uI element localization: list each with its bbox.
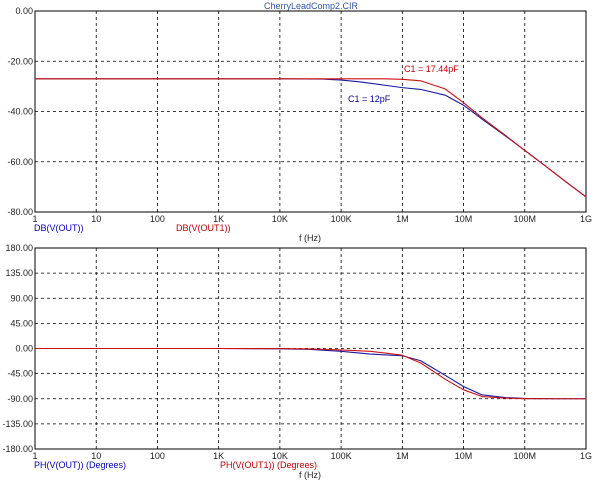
phase-x-tick-label: 100K xyxy=(331,451,352,461)
magnitude-x-tick-label: 1G xyxy=(580,214,592,224)
phase-x-tick-labels: 1 10 100 1K 10K 100K 1M 10M 100M 1G xyxy=(32,451,592,461)
phase-x-axis-label: f (Hz) xyxy=(299,470,321,480)
magnitude-x-tick-label: 100K xyxy=(331,214,352,224)
phase-y-tick-label: 90.00 xyxy=(10,293,33,303)
phase-x-tick-label: 1 xyxy=(32,451,37,461)
magnitude-y-tick-label: 0.00 xyxy=(15,6,33,16)
magnitude-x-tick-label: 1K xyxy=(213,214,224,224)
magnitude-x-tick-label: 10K xyxy=(272,214,288,224)
magnitude-grid xyxy=(35,11,586,212)
magnitude-x-tick-labels: 1 10 100 1K 10K 100K 1M 10M 100M 1G xyxy=(32,214,592,224)
magnitude-x-axis-label: f (Hz) xyxy=(299,233,321,243)
phase-x-tick-label: 1K xyxy=(213,451,224,461)
phase-x-tick-label: 1G xyxy=(580,451,592,461)
phase-y-tick-label: 180.00 xyxy=(5,243,33,253)
phase-y-tick-label: 45.00 xyxy=(10,318,33,328)
magnitude-y-tick-labels: 0.00 -20.00 -40.00 -60.00 -80.00 xyxy=(7,6,33,217)
legend-ph-vout: PH(V(OUT)) (Degrees) xyxy=(34,460,126,470)
phase-y-tick-label: 0.00 xyxy=(15,344,33,354)
phase-x-tick-label: 10K xyxy=(272,451,288,461)
magnitude-x-tick-label: 1M xyxy=(396,214,409,224)
phase-series-line-vout1 xyxy=(35,347,586,400)
legend-db-vout: DB(V(OUT)) xyxy=(34,223,84,233)
annotation-c1-17-44pf: C1 = 17.44pF xyxy=(404,64,459,74)
phase-panel: 180.00 135.00 90.00 45.00 0.00 -45.00 -90.00 -1… xyxy=(2,243,592,480)
magnitude-x-tick-label: 10M xyxy=(455,214,473,224)
phase-x-tick-label: 100M xyxy=(514,451,537,461)
chart-title: CherryLeadComp2.CIR xyxy=(264,1,359,11)
phase-y-tick-label: -45.00 xyxy=(7,369,33,379)
phase-x-tick-label: 10M xyxy=(455,451,473,461)
magnitude-x-tick-label: 10 xyxy=(91,214,101,224)
magnitude-y-tick-label: -20.00 xyxy=(7,56,33,66)
phase-y-tick-label: -90.00 xyxy=(7,394,33,404)
phase-x-tick-label: 100 xyxy=(150,451,165,461)
phase-series xyxy=(35,347,586,400)
magnitude-x-tick-label: 100M xyxy=(514,214,537,224)
phase-x-tick-label: 1M xyxy=(396,451,409,461)
magnitude-panel: 0.00 -20.00 -40.00 -60.00 -80.00 1 10 100 1K 10K… xyxy=(7,6,592,243)
magnitude-x-tick-label: 100 xyxy=(150,214,165,224)
magnitude-x-tick-label: 1 xyxy=(32,214,37,224)
magnitude-series xyxy=(35,78,587,198)
magnitude-y-tick-label: -40.00 xyxy=(7,107,33,117)
annotation-c1-12pf: C1 = 12pF xyxy=(348,94,391,104)
phase-y-tick-label: -135.00 xyxy=(2,419,33,429)
phase-y-tick-labels: 180.00 135.00 90.00 45.00 0.00 -45.00 -90.00 -1… xyxy=(2,243,33,454)
legend-ph-vout1: PH(V(OUT1)) (Degrees) xyxy=(220,460,317,470)
legend-db-vout1: DB(V(OUT1)) xyxy=(176,223,231,233)
magnitude-y-tick-label: -60.00 xyxy=(7,157,33,167)
phase-y-tick-label: -180.00 xyxy=(2,444,33,454)
magnitude-series-line-vout1 xyxy=(35,78,587,198)
phase-y-tick-label: 135.00 xyxy=(5,268,33,278)
magnitude-y-tick-label: -80.00 xyxy=(7,207,33,217)
phase-x-tick-label: 10 xyxy=(91,451,101,461)
